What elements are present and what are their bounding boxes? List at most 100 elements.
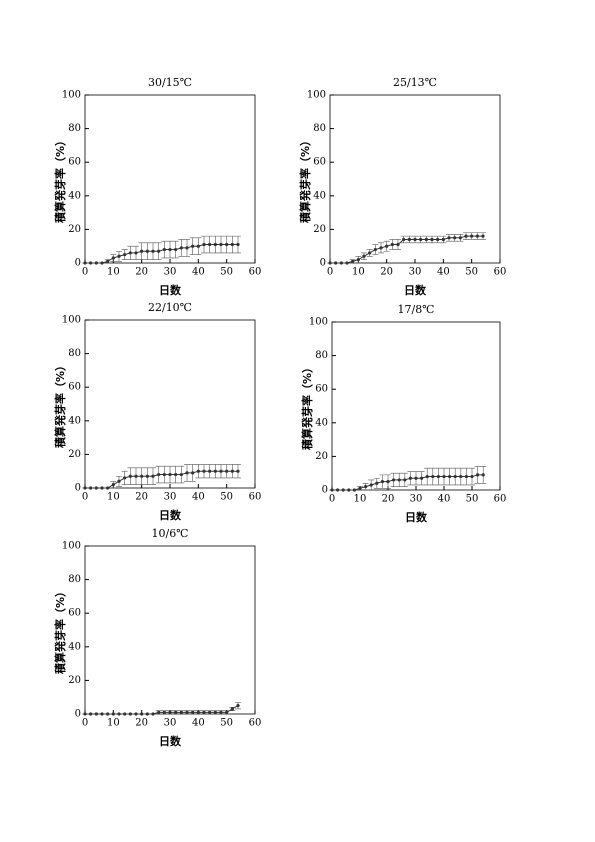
data-point (442, 474, 446, 479)
chart-title: 10/6℃ (151, 527, 188, 540)
data-point (145, 474, 149, 478)
data-point (202, 710, 206, 714)
x-tick-label: 20 (380, 267, 393, 278)
data-point (225, 710, 229, 714)
plot-frame (331, 321, 501, 491)
data-point (123, 476, 127, 480)
data-point (196, 244, 200, 248)
x-tick-label: 0 (82, 492, 88, 503)
data-point (117, 712, 121, 716)
data-point (481, 234, 485, 238)
x-axis-label: 日数 (159, 508, 182, 522)
data-point (191, 244, 195, 248)
x-tick-label: 30 (164, 718, 177, 729)
data-point (151, 712, 155, 716)
y-tick-label: 20 (315, 451, 328, 462)
data-point (470, 474, 474, 479)
x-tick-label: 60 (494, 494, 507, 505)
data-point (475, 234, 479, 238)
data-point (111, 483, 115, 487)
x-tick-label: 20 (382, 494, 395, 505)
y-tick-label: 100 (62, 541, 81, 552)
data-point (213, 469, 217, 473)
data-point (441, 237, 445, 242)
x-tick-label: 10 (352, 267, 365, 278)
data-point (83, 486, 87, 490)
data-point (358, 486, 362, 490)
data-point (174, 472, 178, 477)
y-tick-label: 0 (320, 258, 326, 269)
x-tick-label: 30 (164, 267, 177, 278)
data-point (111, 712, 115, 716)
data-point (448, 474, 452, 479)
data-point (369, 483, 373, 487)
x-axis-label: 日数 (405, 510, 428, 524)
data-point (213, 242, 217, 247)
y-tick-label: 60 (315, 384, 328, 395)
y-tick-label: 80 (315, 350, 328, 361)
data-point (225, 242, 229, 247)
data-point (481, 473, 485, 477)
data-point (134, 251, 138, 255)
data-point (351, 259, 355, 263)
data-point (83, 261, 87, 265)
data-point (373, 247, 377, 252)
data-point (106, 486, 110, 490)
y-tick-label: 0 (75, 483, 81, 494)
data-point (128, 712, 132, 716)
plot-frame (84, 545, 256, 715)
data-point (140, 712, 144, 716)
y-tick-label: 20 (313, 224, 326, 235)
y-tick-label: 100 (62, 315, 81, 326)
data-point (230, 469, 234, 473)
data-point (330, 488, 334, 492)
data-point (397, 478, 401, 482)
y-tick-label: 40 (68, 190, 81, 201)
data-point (106, 712, 110, 716)
data-point (345, 261, 349, 265)
data-point (219, 710, 223, 714)
data-point (174, 247, 178, 252)
y-tick-label: 60 (68, 608, 81, 619)
data-point (453, 236, 457, 240)
y-tick-label: 100 (309, 317, 328, 328)
data-point (94, 712, 98, 716)
data-point (379, 246, 383, 250)
data-point (162, 472, 166, 477)
data-point (352, 488, 356, 492)
chart-title: 17/8℃ (397, 303, 434, 316)
data-point (134, 712, 138, 716)
x-tick-label: 60 (494, 267, 507, 278)
data-point (140, 474, 144, 478)
data-point (476, 473, 480, 477)
data-point (458, 236, 462, 240)
y-tick-label: 60 (313, 157, 326, 168)
x-tick-label: 20 (135, 718, 148, 729)
data-point (100, 261, 104, 265)
data-point (140, 249, 144, 253)
data-point (179, 246, 183, 250)
data-point (151, 249, 155, 253)
x-tick-label: 40 (192, 492, 205, 503)
data-point (179, 710, 183, 714)
data-point (157, 710, 161, 714)
data-point (185, 710, 189, 714)
data-point (213, 710, 217, 714)
data-point (162, 710, 166, 714)
data-point (196, 710, 200, 714)
y-tick-label: 40 (68, 415, 81, 426)
data-point (168, 710, 172, 714)
data-point (453, 474, 457, 479)
data-point (385, 244, 389, 248)
data-point (100, 486, 104, 490)
data-point (202, 242, 206, 247)
data-point (100, 712, 104, 716)
y-tick-label: 20 (68, 449, 81, 460)
chart-title: 22/10℃ (148, 301, 192, 314)
data-point (123, 253, 127, 257)
y-tick-label: 0 (75, 709, 81, 720)
chart-title: 30/15℃ (148, 76, 192, 89)
y-tick-label: 20 (68, 224, 81, 235)
data-point (386, 480, 390, 484)
series-line (85, 470, 238, 489)
